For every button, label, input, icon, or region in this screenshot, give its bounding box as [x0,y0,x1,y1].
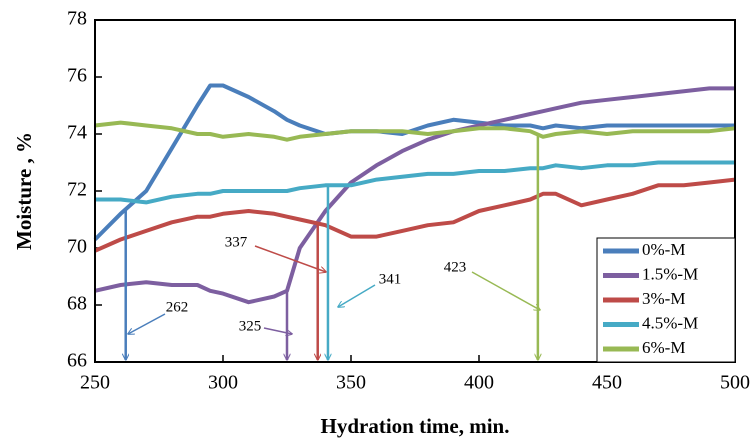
annotation-label: 341 [379,271,402,287]
annotation-pointer [254,245,326,272]
plot-frame [94,19,736,363]
annotation-label: 423 [444,259,467,275]
legend-label: 4.5%-M [642,313,698,332]
series-line [95,160,735,205]
y-tick-label: 66 [67,350,87,372]
annotation-pointer [338,284,376,307]
x-tick-label: 450 [592,372,622,394]
y-axis-label: Moisture , % [12,132,36,250]
legend-label: 3%-M [642,289,685,308]
legend-label: 1.5%-M [642,264,698,283]
x-tick-label: 500 [720,372,750,394]
series-line [94,120,736,142]
x-tick-label: 350 [336,372,366,394]
series-line [94,177,736,253]
y-tick-label: 76 [67,65,87,87]
annotation-pointer [263,327,292,334]
annotation-label: 325 [239,318,262,334]
series-line [93,83,735,241]
x-axis-label: Hydration time, min. [321,414,510,438]
y-tick-label: 68 [67,293,87,315]
legend-label: 0%-M [642,240,685,259]
y-tick-label: 72 [67,179,87,201]
x-tick-label: 300 [208,372,238,394]
x-tick-label: 400 [464,372,494,394]
annotation-label: 262 [166,299,189,315]
annotation-label: 337 [225,234,248,250]
x-tick-label: 250 [80,372,110,394]
y-tick-label: 74 [67,122,87,144]
annotation-pointer [471,271,540,310]
y-tick-label: 78 [67,8,87,30]
series-line [94,86,735,305]
legend-label: 6%-M [642,338,685,357]
annotation-pointer [128,313,166,334]
y-tick-label: 70 [67,236,87,258]
